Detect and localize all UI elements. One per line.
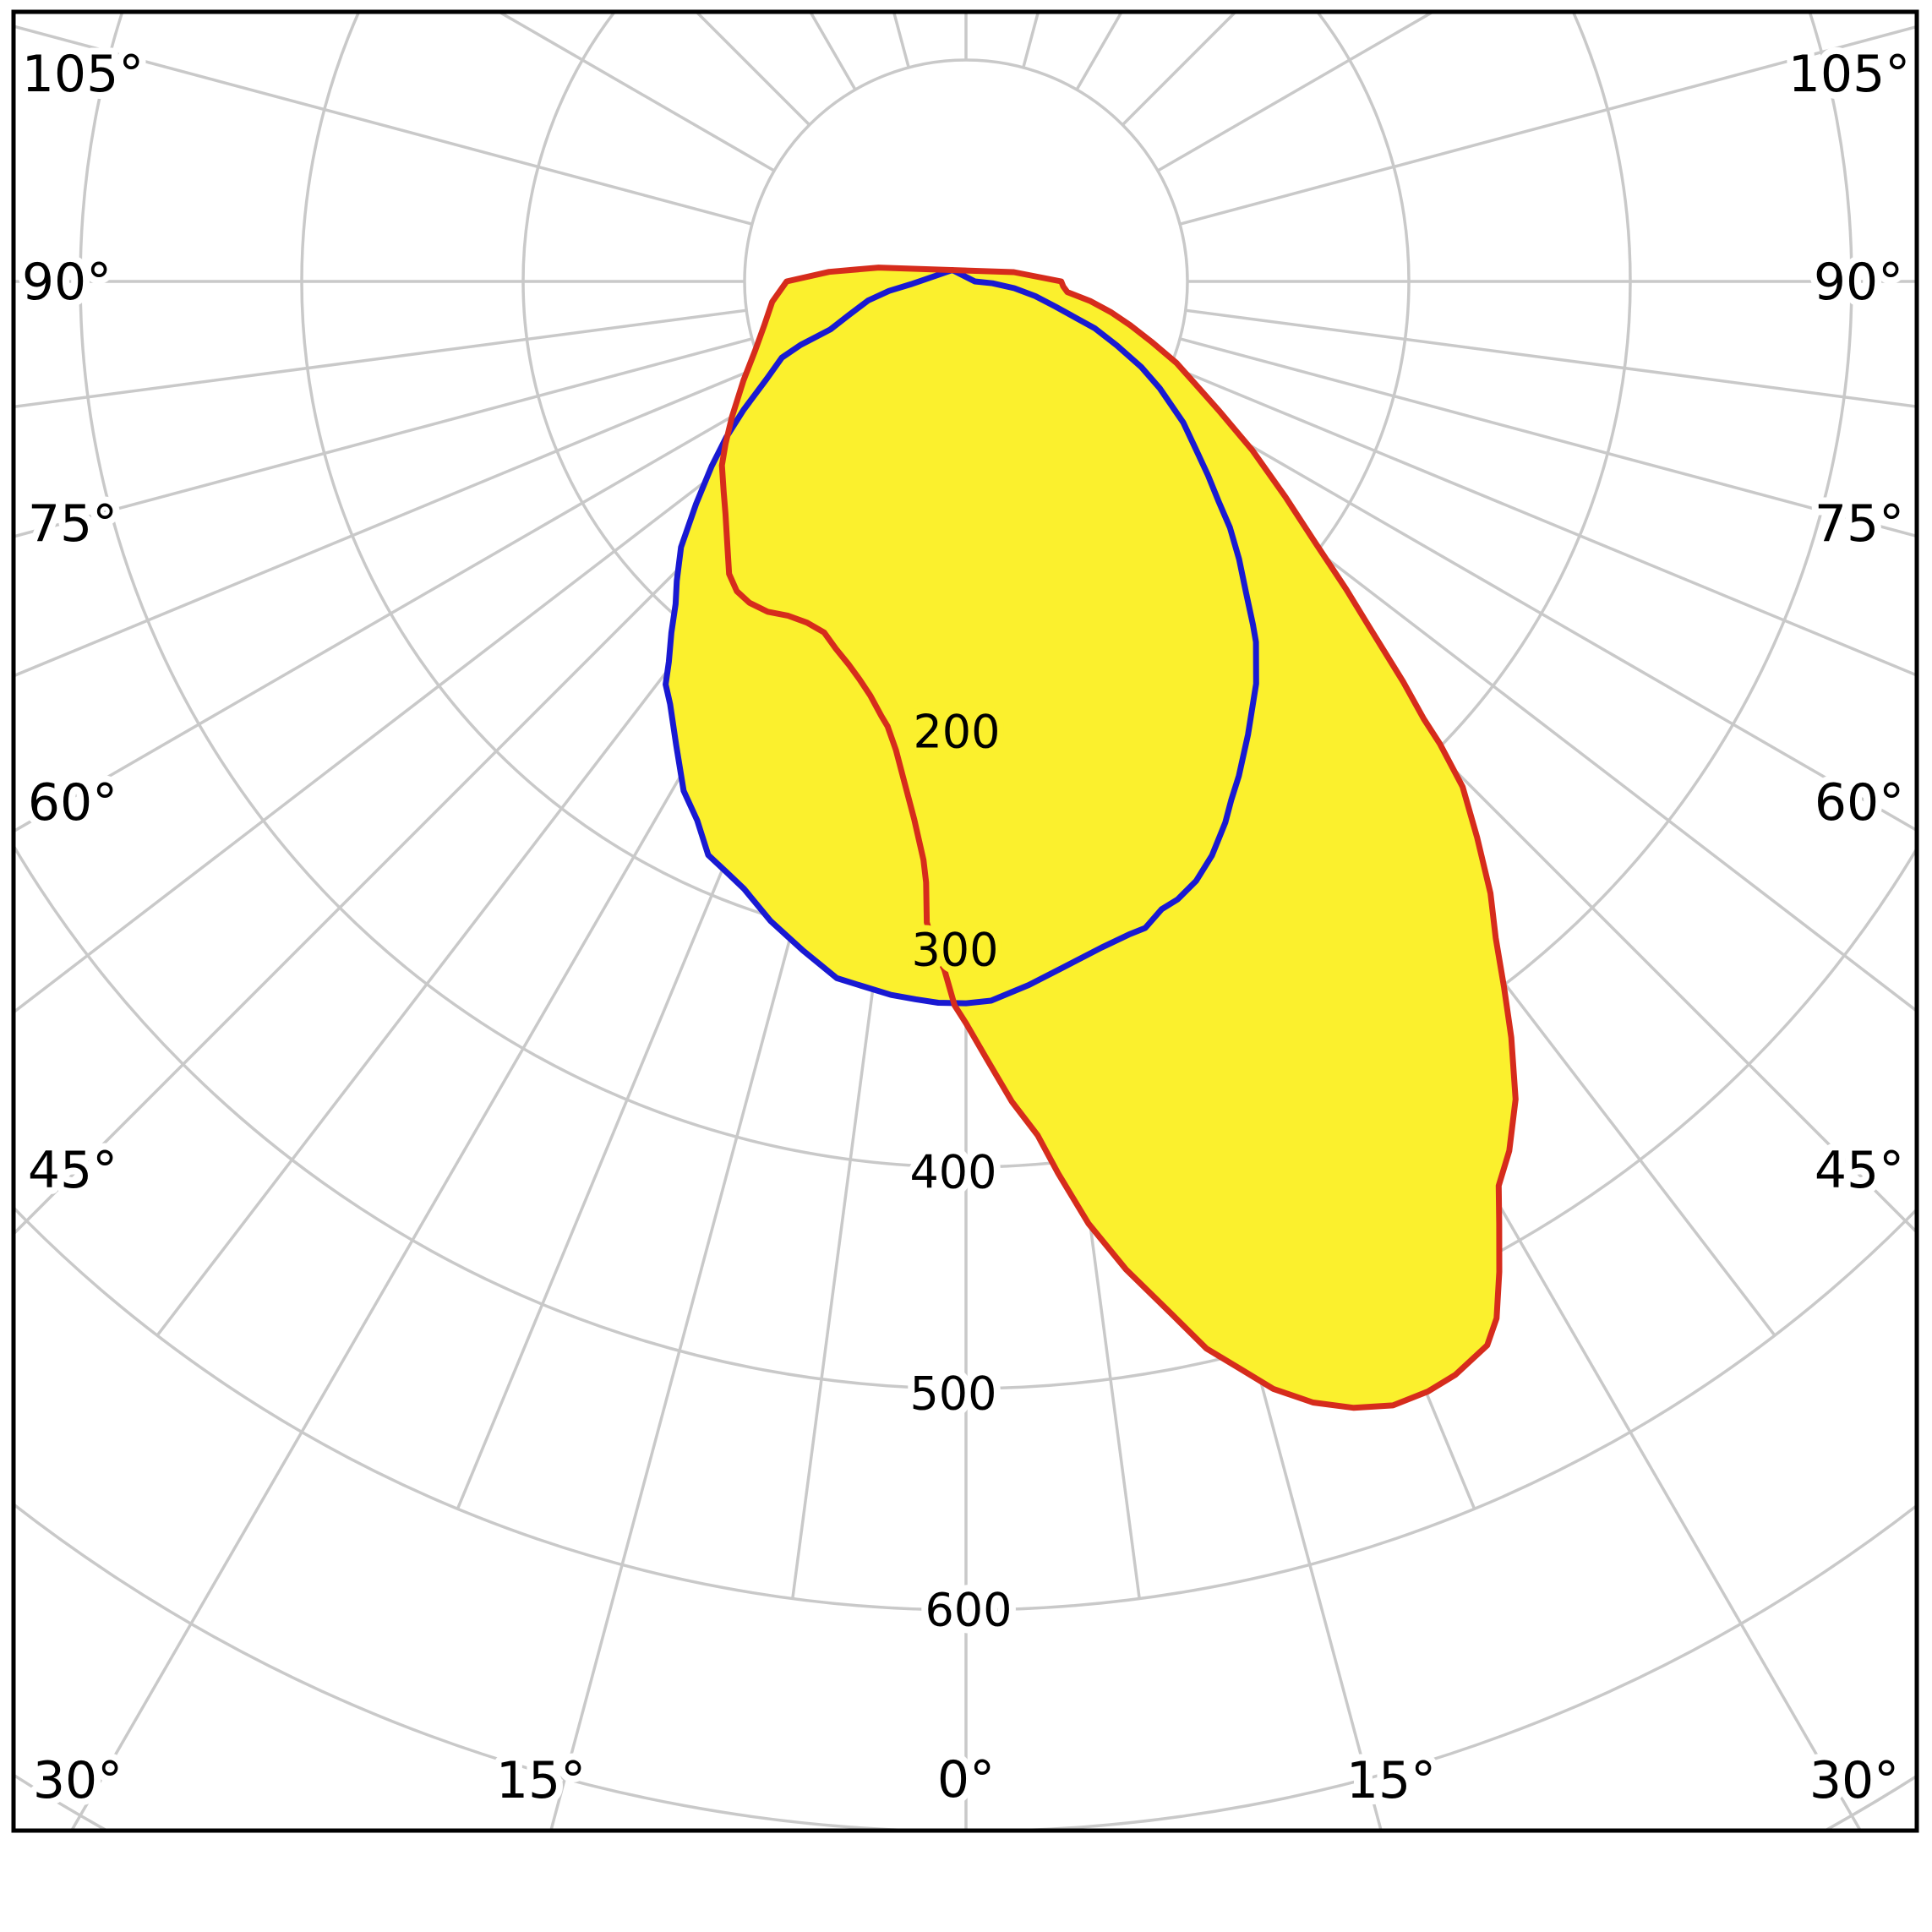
angle-label-0: 105° [22, 45, 145, 104]
angle-label-13: 60° [1815, 773, 1904, 832]
angle-label-3: 60° [28, 773, 117, 832]
radial-label-2: 400 [909, 1146, 996, 1199]
radial-label-3: 500 [909, 1367, 996, 1421]
angle-label-1: 90° [22, 253, 112, 312]
angle-label-9: 30° [1809, 1751, 1899, 1810]
angle-label-6: 15° [496, 1751, 586, 1810]
grid-line-minor-l52.5 [14, 415, 792, 1014]
grid-line-major-l75 [14, 337, 753, 538]
grid-line-minor-r82.5 [1185, 308, 1917, 408]
grid-line-major-l60 [14, 390, 775, 833]
angle-label-2: 75° [28, 494, 117, 554]
grid-line-major-r105 [1179, 25, 1917, 226]
grid-line-minor-l82.5 [14, 308, 747, 409]
angle-label-10: 105° [1788, 45, 1911, 104]
grid-line-major-r60 [1157, 390, 1917, 832]
beam-area-fill-red [722, 267, 1516, 1408]
intensity-curve-c90-c270 [663, 267, 1259, 1007]
angle-label-5: 30° [33, 1751, 123, 1810]
angle-label-8: 15° [1346, 1751, 1436, 1810]
angle-label-7: 0° [937, 1750, 995, 1809]
angle-label-4: 45° [28, 1141, 117, 1200]
chart-frame [11, 9, 1919, 1833]
grid-line-major-r75 [1179, 337, 1917, 538]
grid-line-major-l105 [14, 25, 753, 226]
radial-label-4: 600 [925, 1584, 1012, 1637]
grid-line-major-l45 [14, 437, 810, 1236]
radial-label-0: 200 [913, 706, 1000, 759]
angle-label-14: 45° [1815, 1141, 1904, 1200]
angle-label-11: 90° [1814, 253, 1903, 312]
angle-label-12: 75° [1815, 494, 1904, 554]
grid-line-minor-r67.5 [1170, 364, 1917, 677]
intensity-curve-c0-c180 [718, 265, 1519, 1411]
grid-line-minor-l67.5 [14, 364, 762, 678]
radial-label-1: 300 [911, 924, 998, 977]
